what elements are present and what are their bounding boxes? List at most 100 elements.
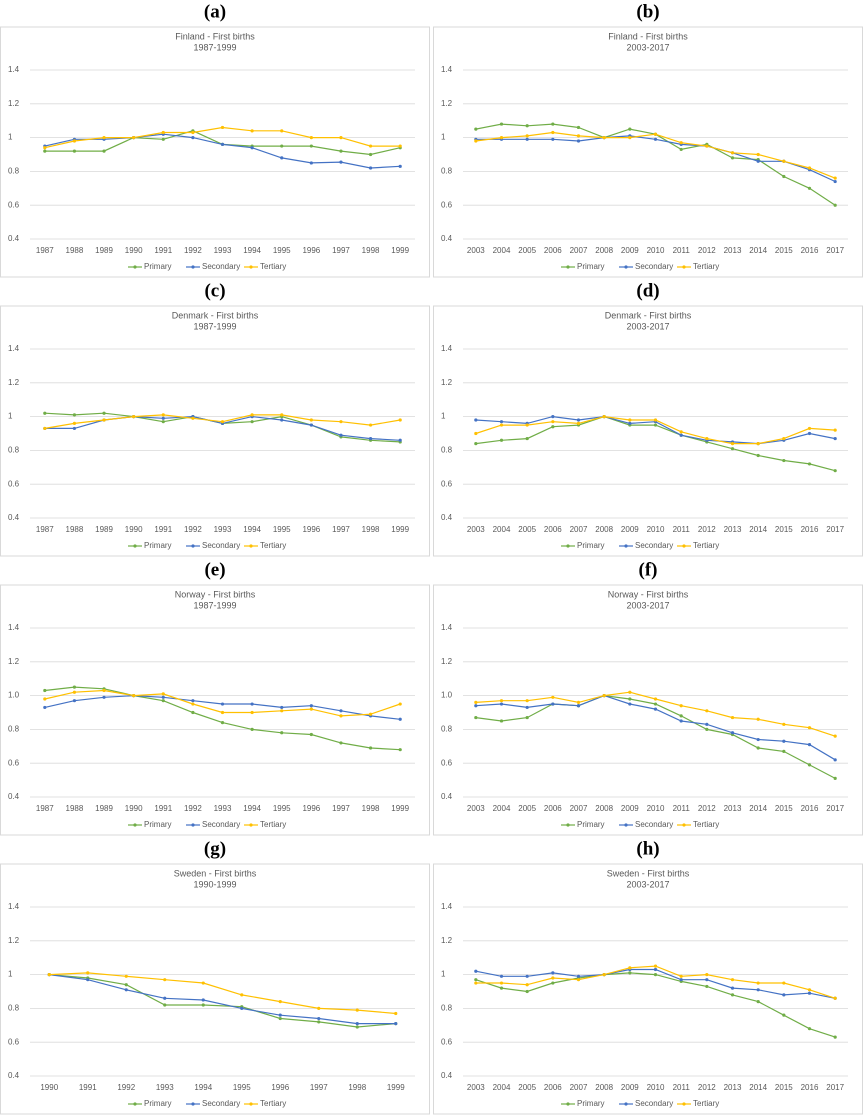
x-tick-label: 1994 [194,1083,212,1092]
data-point [339,160,343,164]
y-tick-label: 0.8 [8,167,20,176]
legend-label: Primary [144,1099,172,1108]
y-tick-label: 1 [8,133,13,142]
y-tick-label: 1 [8,970,13,979]
x-tick-label: 2015 [775,525,793,534]
y-tick-label: 0.6 [8,200,20,209]
data-point [525,974,529,978]
data-point [653,702,658,706]
x-tick-label: 2017 [826,1083,844,1092]
data-point [280,705,284,710]
data-point [551,981,555,985]
data-point [551,425,555,429]
x-tick-label: 2016 [801,804,819,813]
data-point [47,973,51,977]
data-point [807,431,812,436]
data-point [72,421,77,425]
x-tick-label: 2013 [724,1083,742,1092]
data-point [628,971,632,975]
data-point [43,697,47,701]
x-tick-label: 2005 [518,1083,536,1092]
data-point [124,988,128,992]
data-point [705,722,709,726]
data-point [679,704,683,708]
x-tick-label: 1992 [184,246,202,255]
data-point [628,127,632,131]
legend-marker [191,1102,195,1106]
x-tick-label: 2013 [724,525,742,534]
data-point [474,704,478,708]
series-line [49,972,396,1015]
y-tick-label: 0.8 [8,1004,20,1013]
legend-marker [566,544,570,548]
data-point [730,978,735,982]
data-point [474,978,478,982]
data-point [474,442,478,446]
x-tick-label: 1991 [154,804,172,813]
data-point [525,983,529,987]
y-tick-label: 1.4 [8,902,20,911]
x-tick-label: 2006 [544,804,562,813]
data-point [653,967,658,972]
data-point [705,144,709,148]
data-point [756,442,760,446]
data-point [102,411,106,415]
x-tick-label: 1996 [302,525,320,534]
chart-subtitle: 1987-1999 [193,321,236,331]
data-point [161,130,165,135]
y-tick-label: 0.6 [441,1037,453,1046]
legend-label: Primary [144,820,172,829]
data-point [474,700,478,704]
data-point [705,984,709,989]
x-tick-label: 2015 [775,246,793,255]
legend-marker [133,544,137,548]
data-point [280,731,284,735]
data-point [278,1016,282,1021]
data-point [679,147,683,152]
y-tick-label: 0.4 [8,234,20,243]
data-point [653,697,658,701]
x-tick-label: 1990 [125,804,143,813]
data-point [163,1003,167,1007]
chart-frame [433,26,863,278]
data-point [72,139,77,143]
data-point [551,130,555,135]
data-point [730,156,735,160]
panel-label: (h) [636,838,659,859]
x-tick-label: 1991 [154,246,172,255]
panel-label: (g) [204,838,226,859]
data-point [250,710,254,715]
legend-label: Secondary [635,820,673,829]
data-point [705,978,709,982]
x-tick-label: 2012 [698,246,716,255]
y-tick-label: 0.6 [8,758,20,767]
data-point [201,1003,205,1007]
x-tick-label: 1995 [273,246,291,255]
data-point [628,136,632,140]
x-tick-label: 1998 [362,525,380,534]
data-point [43,146,47,150]
data-point [474,981,478,985]
data-point [250,129,254,133]
data-point [191,130,195,135]
data-point [653,964,658,968]
data-point [576,421,581,425]
legend-label: Primary [577,820,605,829]
legend-label: Primary [577,1099,605,1108]
legend-label: Tertiary [693,820,719,829]
y-tick-label: 1.4 [441,623,453,632]
data-point [191,136,195,140]
data-point [756,746,760,750]
legend-marker [249,265,253,269]
data-point [317,1020,321,1024]
data-point [309,144,313,148]
data-point [317,1006,321,1011]
data-point [782,993,786,997]
data-point [807,462,812,466]
data-point [124,983,128,987]
